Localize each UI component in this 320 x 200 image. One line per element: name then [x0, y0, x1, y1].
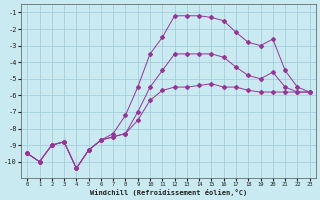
X-axis label: Windchill (Refroidissement éolien,°C): Windchill (Refroidissement éolien,°C)	[90, 189, 247, 196]
